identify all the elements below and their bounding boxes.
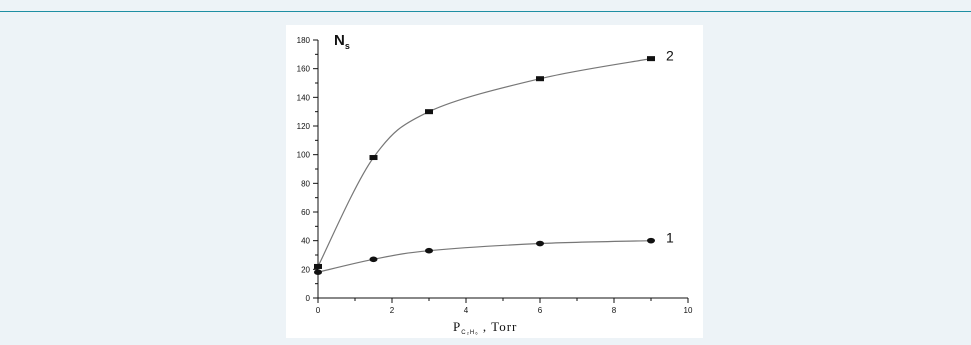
series-1-point (647, 237, 655, 244)
y-tick-label: 0 (306, 294, 311, 303)
figure-panel: 0 20 40 60 80 100 120 140 160 180 0 2 4 6 8 10 Ns PC₂H₆… (286, 25, 703, 338)
y-tick-label: 40 (301, 237, 310, 246)
y-tick-label: 60 (301, 208, 310, 217)
series-1-point (425, 247, 433, 254)
series-2-point (536, 76, 544, 82)
x-tick-label: 6 (538, 306, 543, 315)
x-tick-label: 2 (390, 306, 395, 315)
axes: 0 20 40 60 80 100 120 140 160 180 0 2 4 6 8 10 (297, 36, 693, 315)
top-rule (0, 11, 971, 12)
x-tick-label: 4 (464, 306, 469, 315)
series-1-point (369, 256, 378, 263)
y-tick-label: 140 (297, 93, 311, 102)
series-1-label: 1 (666, 230, 674, 246)
x-tick-label: 10 (684, 306, 693, 315)
series-1-line (317, 240, 652, 273)
series-2-point (647, 56, 655, 62)
curves (317, 58, 652, 273)
y-tick-label: 180 (297, 36, 311, 45)
y-tick-label: 100 (297, 151, 311, 160)
x-tick-label: 8 (612, 306, 617, 315)
y-tick-label: 160 (297, 65, 311, 74)
axis-labels: Ns PC₂H₆ , Torr 1 2 (334, 32, 674, 336)
series-1-point (536, 240, 544, 247)
series-2-point (314, 263, 322, 269)
series-1-point (314, 269, 322, 275)
y-axis-label: Ns (334, 32, 350, 51)
y-tick-label: 80 (301, 179, 310, 188)
series-2-label: 2 (666, 48, 674, 64)
x-tick-label: 0 (316, 306, 321, 315)
y-tick-label: 120 (297, 122, 311, 131)
x-axis-label: PC₂H₆ , Torr (453, 319, 517, 336)
chart: 0 20 40 60 80 100 120 140 160 180 0 2 4 6 8 10 Ns PC₂H₆… (297, 32, 693, 336)
markers (314, 56, 655, 275)
series-2-point (425, 109, 433, 115)
series-2-point (369, 155, 378, 161)
y-tick-label: 20 (301, 265, 310, 274)
series-2-line (317, 58, 652, 267)
